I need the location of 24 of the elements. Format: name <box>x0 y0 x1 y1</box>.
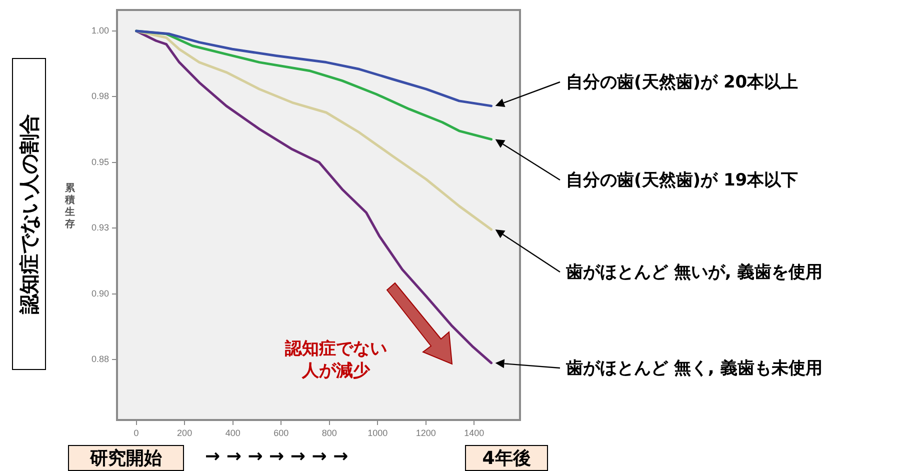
text: 認知症でない人の割合 <box>16 114 42 314</box>
text: 自分の歯(天然歯)が 19本以下 <box>566 170 798 192</box>
y-axis-title: 累積生存 <box>64 183 76 231</box>
x-tick-label: 1200 <box>416 428 436 438</box>
x-tick-label: 200 <box>177 428 192 438</box>
y-tick-label: 0.88 <box>91 354 109 364</box>
x-tick-label: 800 <box>322 428 337 438</box>
x-tick-label: 600 <box>274 428 289 438</box>
y-tick-label: 0.95 <box>91 156 109 167</box>
x-tick-label: 0 <box>134 428 139 438</box>
x-tick-label: 400 <box>225 428 240 438</box>
annotation: 認知症でない人が減少 <box>284 338 388 382</box>
y-tick-label: 0.93 <box>91 222 109 233</box>
x-tick-label: 1000 <box>368 428 388 438</box>
y-tick-label: 0.98 <box>91 91 109 102</box>
text: 自分の歯(天然歯)が 20本以上 <box>566 72 798 94</box>
y-tick-label: 0.90 <box>91 288 109 298</box>
text: 研究開始 <box>68 445 184 471</box>
x-tick-label: 1400 <box>464 428 484 438</box>
text: 歯がほとんど 無いが, 義歯を使用 <box>566 262 822 284</box>
y-tick-label: 1.00 <box>91 26 109 36</box>
text: 4年後 <box>465 445 548 471</box>
text: → → → → → → → <box>205 446 348 467</box>
text: 歯がほとんど 無く, 義歯も未使用 <box>566 358 822 380</box>
